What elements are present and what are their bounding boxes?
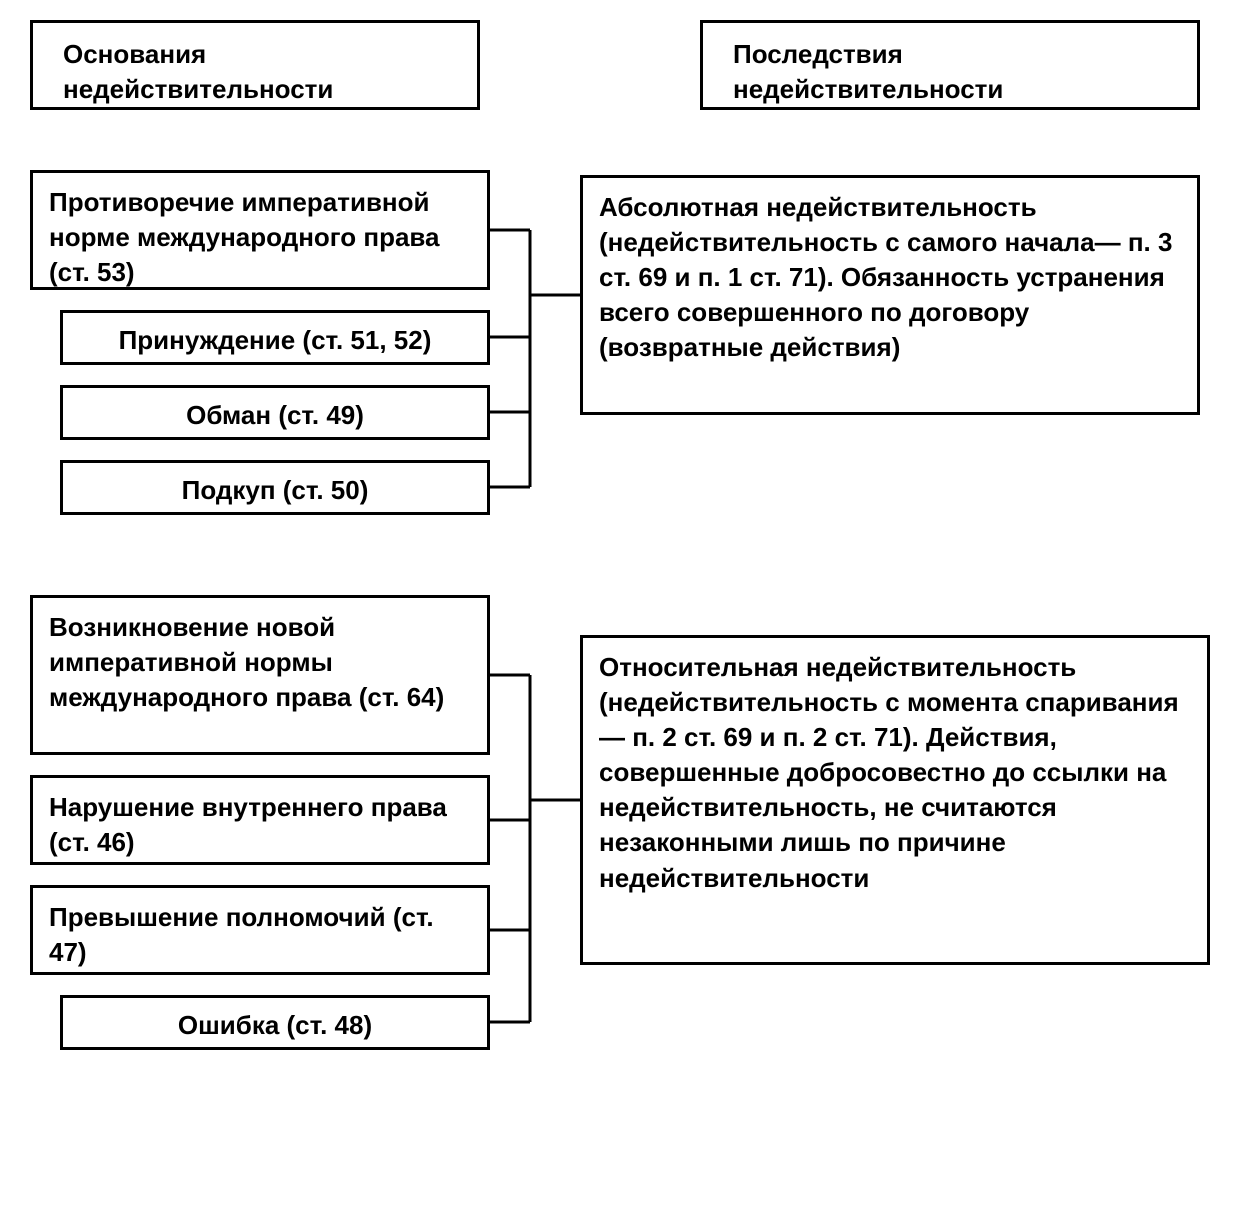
- g1-left-box-3: Обман (ст. 49): [60, 385, 490, 440]
- g2-left-text-3: Превышение полномочий (ст. 47): [49, 902, 434, 967]
- g2-left-text-2: Нарушение внутреннего права (ст. 46): [49, 792, 447, 857]
- g1-left-box-2: Принуждение (ст. 51, 52): [60, 310, 490, 365]
- header-left-text: Основания недействительности: [63, 39, 333, 104]
- g2-left-box-3: Превышение полномочий (ст. 47): [30, 885, 490, 975]
- header-left-box: Основания недействительности: [30, 20, 480, 110]
- header-right-box: Последствия недействительности: [700, 20, 1200, 110]
- g1-right-text: Абсолютная недействительность (недействи…: [599, 192, 1172, 362]
- g2-right-text: Относительная недействительность (недейс…: [599, 652, 1179, 893]
- g2-left-text-1: Возникновение новой императивной нормы м…: [49, 612, 444, 712]
- g1-right-box: Абсолютная недействительность (недействи…: [580, 175, 1200, 415]
- g1-left-box-1: Противоречие императивной норме междунар…: [30, 170, 490, 290]
- g2-right-box: Относительная недействительность (недейс…: [580, 635, 1210, 965]
- g2-left-text-4: Ошибка (ст. 48): [178, 1010, 372, 1040]
- g1-left-box-4: Подкуп (ст. 50): [60, 460, 490, 515]
- g1-left-text-1: Противоречие императивной норме междунар…: [49, 187, 440, 287]
- g2-left-box-1: Возникновение новой императивной нормы м…: [30, 595, 490, 755]
- g1-left-text-4: Подкуп (ст. 50): [182, 475, 369, 505]
- header-right-text: Последствия недействительности: [733, 39, 1003, 104]
- g2-left-box-4: Ошибка (ст. 48): [60, 995, 490, 1050]
- g1-left-text-3: Обман (ст. 49): [186, 400, 364, 430]
- g1-left-text-2: Принуждение (ст. 51, 52): [119, 325, 432, 355]
- g2-left-box-2: Нарушение внутреннего права (ст. 46): [30, 775, 490, 865]
